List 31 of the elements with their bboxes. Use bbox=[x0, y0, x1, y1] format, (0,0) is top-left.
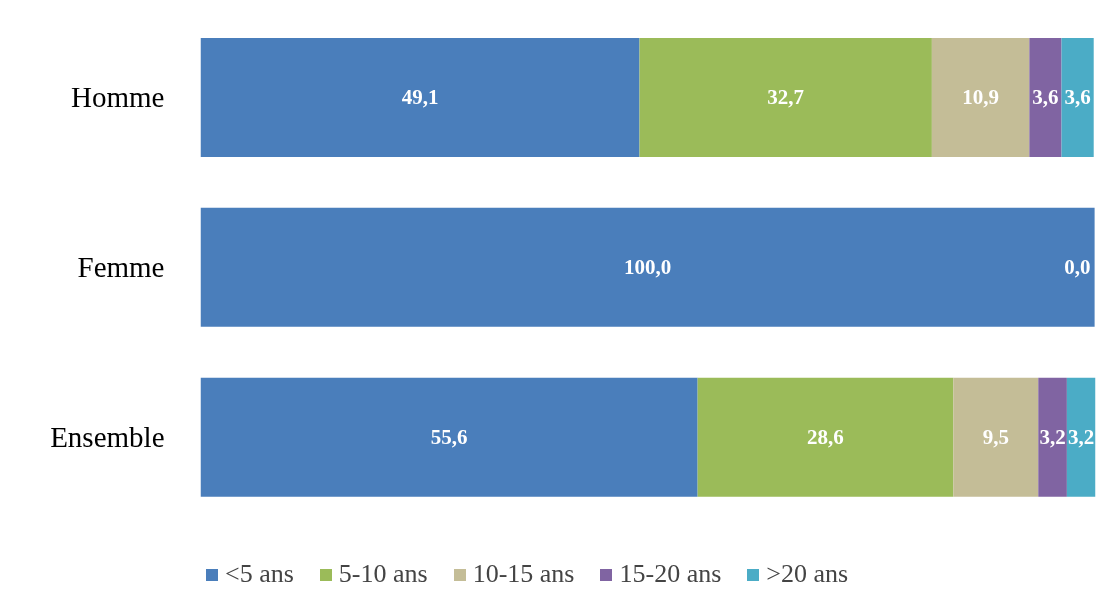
bar bbox=[953, 377, 1039, 497]
bar bbox=[1061, 37, 1094, 157]
data-label: 3,6 bbox=[1064, 85, 1091, 110]
legend-label: >20 ans bbox=[766, 559, 849, 589]
data-label: 100,0 bbox=[623, 255, 672, 280]
data-label: 49,1 bbox=[401, 85, 439, 110]
data-label: 55,6 bbox=[430, 425, 468, 450]
data-label: 0,0 bbox=[1064, 255, 1091, 280]
bar bbox=[1038, 377, 1067, 497]
data-label: 3,2 bbox=[1068, 425, 1095, 450]
data-label: 32,7 bbox=[767, 85, 805, 110]
bar bbox=[931, 37, 1030, 157]
bar bbox=[697, 377, 954, 497]
data-label: 3,6 bbox=[1032, 85, 1059, 110]
bar bbox=[1066, 377, 1096, 497]
bar bbox=[200, 377, 698, 497]
data-label: 9,5 bbox=[982, 425, 1009, 450]
data-label: 3,2 bbox=[1039, 425, 1066, 450]
legend-label: 15-20 ans bbox=[619, 559, 722, 589]
legend-label: 10-15 ans bbox=[472, 559, 575, 589]
y-tick-label: Femme bbox=[77, 251, 165, 284]
bar bbox=[200, 37, 640, 157]
legend-label: 5-10 ans bbox=[338, 559, 428, 589]
y-tick-label: Ensemble bbox=[50, 421, 165, 454]
data-label: 10,9 bbox=[962, 85, 999, 110]
y-tick-label: Homme bbox=[71, 81, 165, 114]
bar bbox=[200, 207, 1095, 327]
data-label: 28,6 bbox=[807, 425, 844, 450]
bar bbox=[639, 37, 932, 157]
bar bbox=[1029, 37, 1062, 157]
legend-label: <5 ans bbox=[225, 559, 294, 589]
